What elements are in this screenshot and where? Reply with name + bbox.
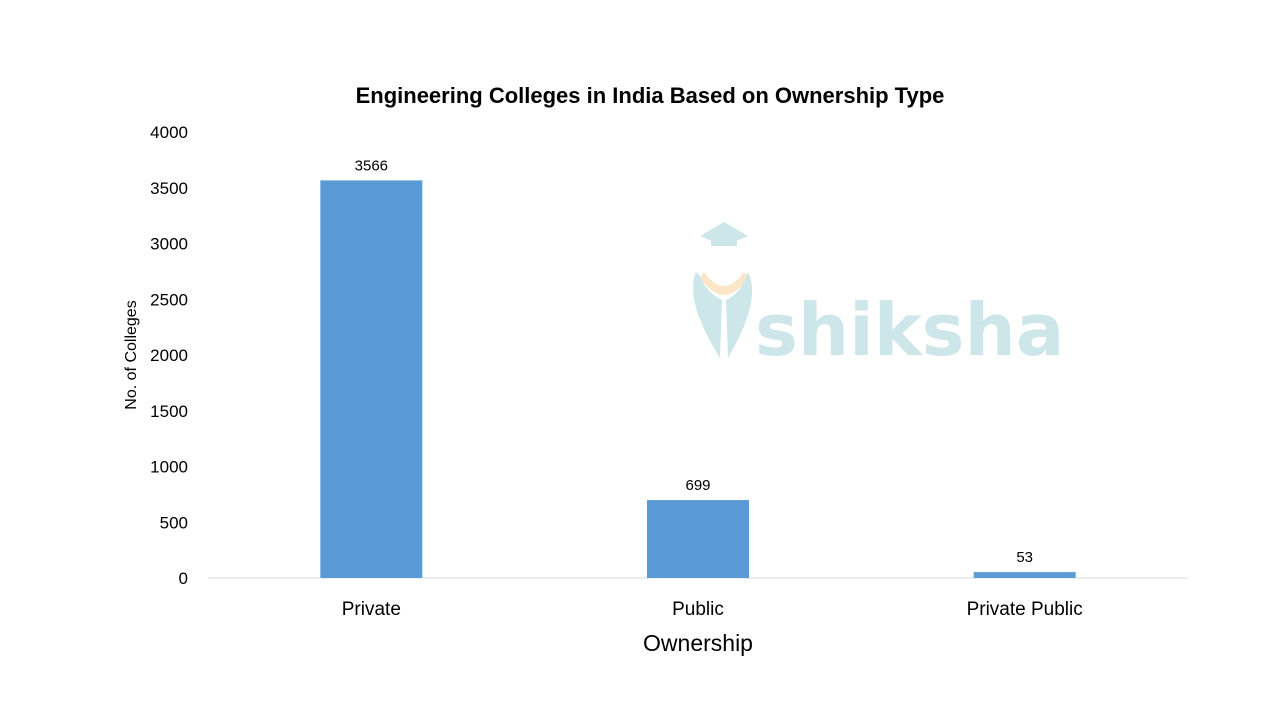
x-tick-label: Public (672, 599, 724, 620)
x-tick-label: Private Public (967, 599, 1083, 620)
y-tick-label: 3500 (150, 179, 188, 198)
bar-public (647, 500, 749, 578)
chart-title: Engineering Colleges in India Based on O… (356, 83, 945, 108)
y-tick-label: 1500 (150, 402, 188, 421)
collar-shape (700, 272, 748, 295)
y-tick-label: 4000 (150, 123, 188, 142)
y-tick-label: 3000 (150, 235, 188, 254)
bar-private-public (973, 572, 1076, 578)
y-axis-label: No. of Colleges (123, 300, 140, 409)
watermark-text: shiksha (755, 288, 1064, 372)
y-tick-label: 1000 (150, 458, 188, 477)
bar-private (320, 180, 423, 579)
y-tick-label: 500 (160, 513, 188, 532)
data-label: 53 (1016, 549, 1033, 566)
y-tick-label: 2000 (150, 346, 188, 365)
data-label: 699 (685, 477, 710, 494)
y-axis-ticks: 0 500 1000 1500 2000 2500 3000 3500 4000 (150, 123, 188, 588)
bars: 3566 699 53 (320, 157, 1076, 579)
y-tick-label: 0 (179, 569, 188, 588)
x-axis-label: Ownership (643, 630, 753, 656)
x-tick-label: Private (342, 599, 401, 620)
shiksha-watermark-logo: shiksha (693, 222, 1064, 372)
x-axis-ticks: Private Public Private Public (342, 599, 1083, 620)
y-tick-label: 2500 (150, 290, 188, 309)
cap-base (711, 238, 737, 246)
gown-shape (693, 272, 753, 358)
data-label: 3566 (355, 157, 388, 174)
